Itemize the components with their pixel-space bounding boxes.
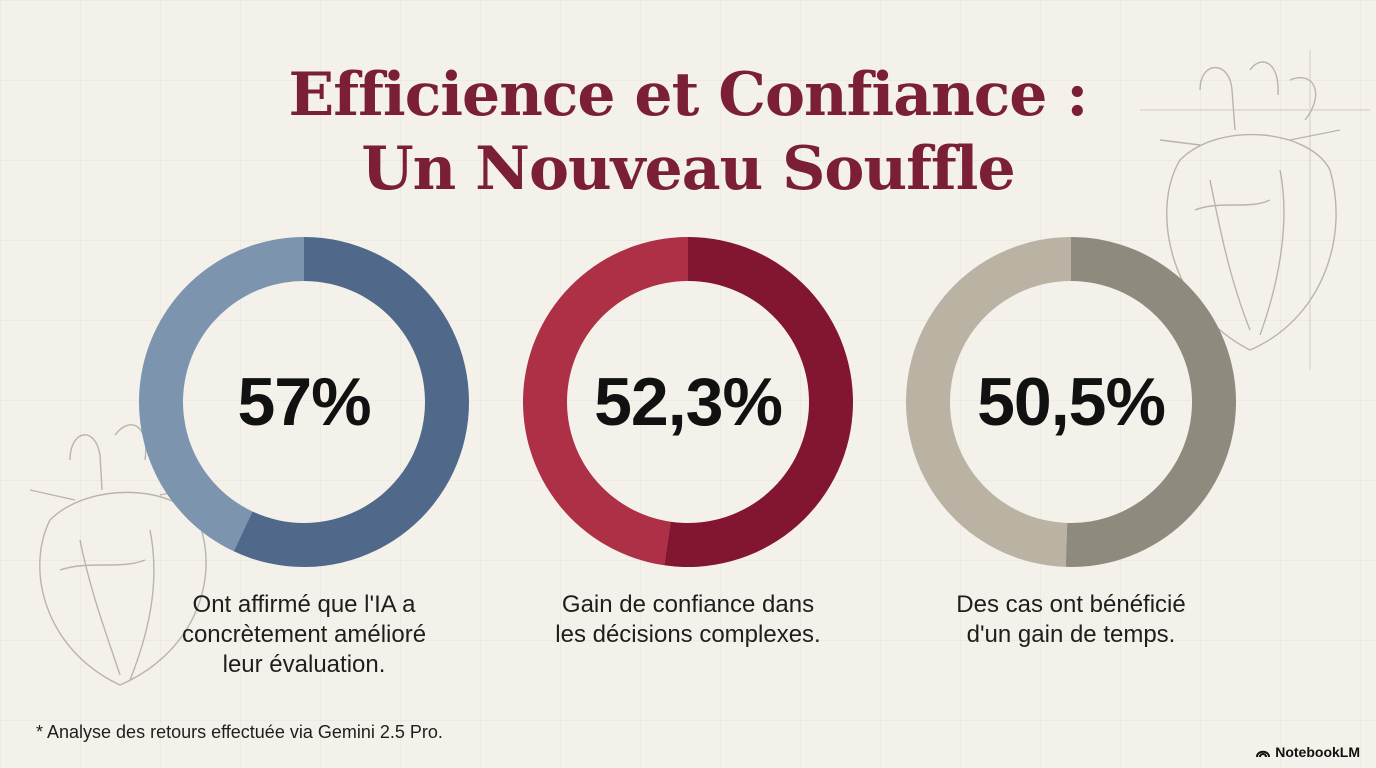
donut-svg xyxy=(139,237,469,567)
caption-2: Gain de confiance dans les décisions com… xyxy=(508,590,868,650)
donut-chart-1: 57% xyxy=(139,237,469,567)
caption-3: Des cas ont bénéficié d'un gain de temps… xyxy=(891,590,1251,650)
donut-slice-value xyxy=(664,237,853,567)
donut-svg xyxy=(523,237,853,567)
donut-chart-2: 52,3% xyxy=(523,237,853,567)
page-title: Efficience et Confiance : Un Nouveau Sou… xyxy=(0,58,1376,206)
caption-line: Des cas ont bénéficié xyxy=(956,591,1186,618)
caption-line: leur évaluation. xyxy=(222,651,386,678)
heart-sketch-icon xyxy=(1140,50,1370,370)
footnote: * Analyse des retours effectuée via Gemi… xyxy=(36,722,443,742)
caption-line: Gain de confiance dans xyxy=(561,591,815,618)
title-line-2: Un Nouveau Souffle xyxy=(361,134,1015,204)
caption-1: Ont affirmé que l'IA a concrètement amél… xyxy=(124,590,484,680)
donut-slice-remainder xyxy=(906,237,1071,567)
brand-name: NotebookLM xyxy=(1275,744,1360,760)
donut-value: 50,5% xyxy=(977,364,1166,440)
donut-slice-remainder xyxy=(523,237,688,566)
donut-slice-remainder xyxy=(139,237,304,552)
donut-slice-value xyxy=(233,237,469,567)
caption-line: concrètement amélioré xyxy=(181,621,427,648)
donut-value: 52,3% xyxy=(594,364,783,440)
donut-svg xyxy=(906,237,1236,567)
caption-line: Ont affirmé que l'IA a xyxy=(192,591,416,618)
caption-line: d'un gain de temps. xyxy=(966,621,1176,648)
title-line-1: Efficience et Confiance : xyxy=(288,60,1089,130)
donut-value: 57% xyxy=(237,364,371,440)
notebooklm-logo-icon xyxy=(1256,750,1271,758)
donut-slice-value xyxy=(1065,237,1236,567)
donut-chart-3: 50,5% xyxy=(906,237,1236,567)
caption-line: les décisions complexes. xyxy=(555,621,821,648)
brand-badge: NotebookLM xyxy=(1255,744,1360,760)
